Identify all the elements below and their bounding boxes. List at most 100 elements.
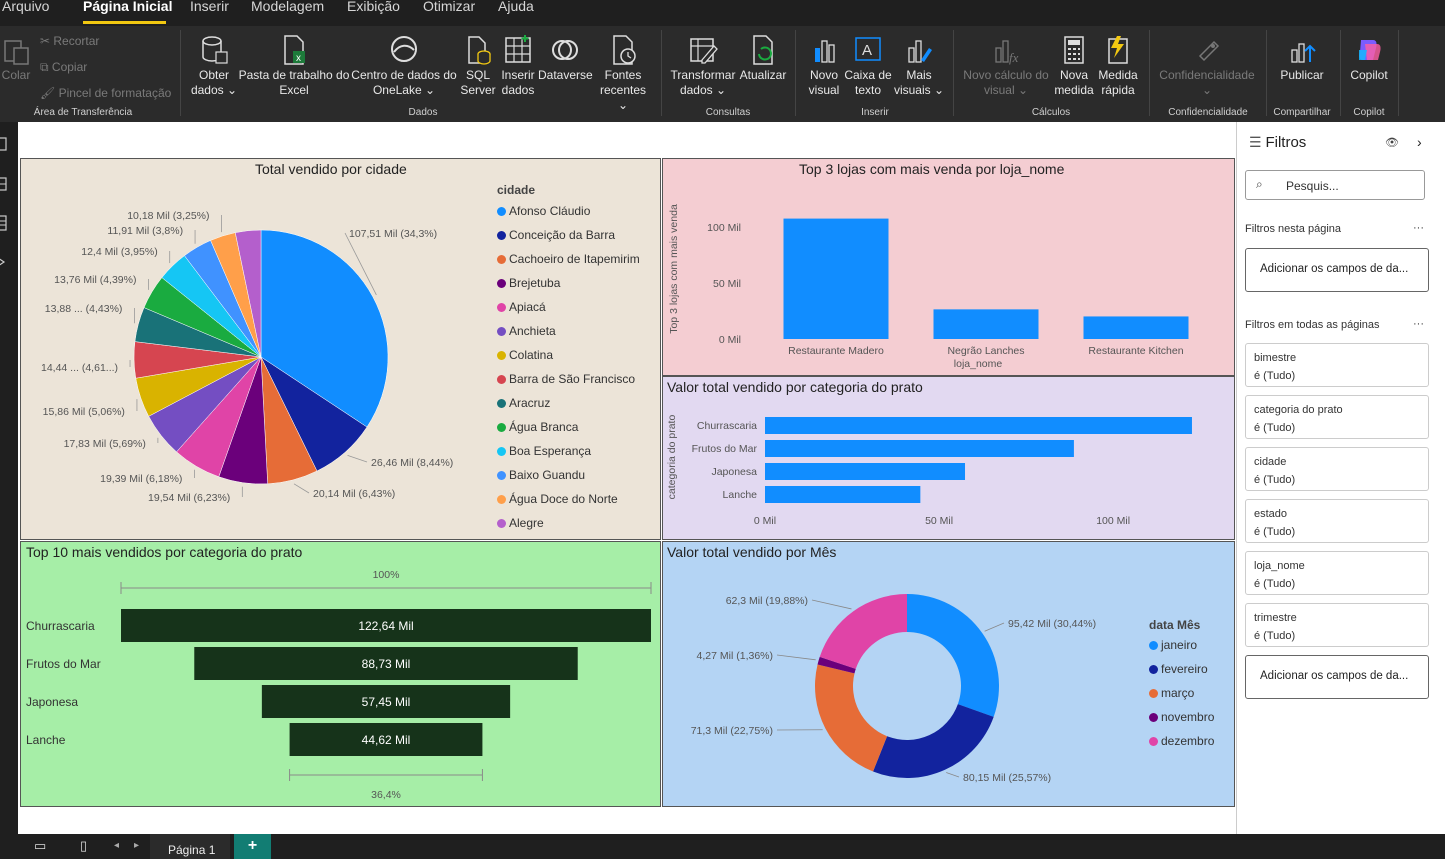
hbar[interactable]	[765, 463, 966, 480]
new-measure-button[interactable]: Nova medida	[1052, 34, 1096, 98]
new-visual-calc-button[interactable]: fx Novo cálculo do visual ⌄	[960, 34, 1052, 98]
mobile-layout-icon[interactable]: ▯	[80, 838, 88, 853]
pie-legend-item[interactable]: Barra de São Francisco	[497, 372, 635, 386]
more-visuals-button[interactable]: Mais visuais ⌄	[892, 34, 946, 98]
pie-legend-item[interactable]: Alegre	[497, 516, 544, 530]
donut-slice[interactable]	[815, 664, 888, 772]
pie-legend-item[interactable]: Colatina	[497, 348, 553, 362]
more-options-icon[interactable]: ···	[1413, 222, 1424, 234]
donut-slice[interactable]	[819, 594, 907, 669]
pie-legend-item[interactable]: Água Doce do Norte	[497, 492, 618, 506]
menu-modelagem[interactable]: Modelagem	[251, 0, 325, 14]
prev-page-icon[interactable]: ◂	[114, 840, 120, 851]
pie-legend-item[interactable]: Afonso Cláudio	[497, 204, 590, 218]
donut-slice[interactable]	[817, 656, 856, 674]
pie-slice[interactable]	[234, 229, 262, 358]
menu-arquivo[interactable]: Arquivo	[2, 0, 50, 14]
get-data-button[interactable]: Obter dados ⌄	[188, 34, 240, 98]
donut-chart-visual[interactable]: Valor total vendido por Mês 95,42 Mil (3…	[662, 541, 1235, 807]
funnel-chart-visual[interactable]: Top 10 mais vendidos por categoria do pr…	[20, 541, 661, 807]
bar[interactable]	[783, 218, 889, 339]
hbar-chart[interactable]: Churrascaria Frutos do Mar Japonesa Lanche 0…	[663, 377, 1235, 539]
hbar-chart-visual[interactable]: Valor total vendido por categoria do pra…	[662, 376, 1235, 540]
desktop-layout-icon[interactable]: ▭	[34, 838, 47, 853]
paste-button[interactable]: Colar	[0, 36, 32, 83]
funnel-bar[interactable]	[289, 723, 483, 756]
filter-card[interactable]: bimestre é (Tudo)	[1245, 343, 1429, 387]
filter-card[interactable]: categoria do prato é (Tudo)	[1245, 395, 1429, 439]
add-fields-this-page[interactable]: Adicionar os campos de da...	[1245, 248, 1429, 292]
sql-server-button[interactable]: SQL Server	[458, 34, 498, 98]
dataverse-button[interactable]: Dataverse	[538, 34, 593, 83]
filter-card[interactable]: loja_nome é (Tudo)	[1245, 551, 1429, 595]
dax-view-icon[interactable]	[0, 258, 6, 266]
copy-button[interactable]: ⧉ Copiar	[40, 60, 87, 75]
pie-legend-item[interactable]: Apiacá	[497, 300, 546, 314]
cut-button[interactable]: ✂ Recortar	[40, 34, 99, 48]
sql-label-1: SQL	[465, 68, 490, 82]
format-painter-button[interactable]: 🖌 Pincel de formatação	[40, 86, 171, 100]
hbar[interactable]	[765, 486, 921, 503]
filters-search-input[interactable]: ⌕ Pesquis...	[1245, 170, 1425, 200]
donut-legend-item[interactable]: dezembro	[1149, 734, 1214, 748]
new-visual-button[interactable]: Novo visual	[802, 34, 846, 98]
funnel-bar[interactable]	[121, 609, 651, 642]
bar[interactable]	[933, 309, 1039, 339]
menu-exibicao[interactable]: Exibição	[347, 0, 400, 14]
hbar[interactable]	[765, 417, 1192, 434]
refresh-button[interactable]: Atualizar	[738, 34, 788, 83]
funnel-bar[interactable]	[261, 685, 511, 718]
enter-data-button[interactable]: Inserir dados	[498, 34, 538, 98]
publish-button[interactable]: Publicar	[1272, 34, 1332, 83]
hbar[interactable]	[765, 440, 1074, 457]
page-tab-1[interactable]: Página 1	[150, 834, 230, 859]
pie-legend-item[interactable]: Conceição da Barra	[497, 228, 615, 242]
pie-legend-item[interactable]: Água Branca	[497, 420, 578, 434]
pie-legend-item[interactable]: Boa Esperança	[497, 444, 591, 458]
more-options-icon[interactable]: ···	[1413, 318, 1424, 330]
copilot-button[interactable]: Copilot	[1344, 34, 1394, 83]
quick-measure-button[interactable]: Medida rápida	[1096, 34, 1140, 98]
pie-chart-visual[interactable]: Total vendido por cidade 107,51 Mil (34,…	[20, 158, 661, 540]
pie-legend-item[interactable]: Brejetuba	[497, 276, 560, 290]
filter-card[interactable]: trimestre é (Tudo)	[1245, 603, 1429, 647]
model-view-icon[interactable]	[0, 215, 7, 231]
report-view-icon[interactable]	[0, 137, 7, 151]
pie-legend-item[interactable]: Cachoeiro de Itapemirim	[497, 252, 640, 266]
excel-button[interactable]: x Pasta de trabalho do Excel	[238, 34, 350, 98]
sensitivity-button[interactable]: Confidencialidade ⌄	[1156, 34, 1258, 98]
eye-icon[interactable]: 👁	[1385, 137, 1399, 149]
menu-ajuda[interactable]: Ajuda	[498, 0, 534, 14]
donut-legend-label: janeiro	[1161, 638, 1198, 652]
donut-legend-item[interactable]: janeiro	[1149, 638, 1197, 652]
pie-chart[interactable]: 107,51 Mil (34,3%) 26,46 Mil (8,44%) 20,14…	[21, 159, 661, 539]
menu-pagina-inicial[interactable]: Página Inicial	[83, 0, 173, 14]
menu-otimizar[interactable]: Otimizar	[423, 0, 476, 14]
pie-legend-item[interactable]: Aracruz	[497, 396, 550, 410]
add-fields-all-pages[interactable]: Adicionar os campos de da...	[1245, 655, 1429, 699]
donut-legend-item[interactable]: fevereiro	[1149, 662, 1208, 676]
funnel-bar[interactable]	[194, 647, 578, 680]
bar-chart[interactable]: 0 Mil 50 Mil 100 Mil Restaurante Madero Negr…	[663, 159, 1235, 375]
bar-chart-visual[interactable]: Top 3 lojas com mais venda por loja_nome…	[662, 158, 1235, 376]
funnel-chart[interactable]: 100% 122,64 Mil Churrascaria 88,73 Mil Fruto…	[21, 542, 661, 806]
bar[interactable]	[1083, 316, 1189, 339]
donut-slice[interactable]	[873, 704, 994, 778]
next-page-icon[interactable]: ▸	[134, 840, 140, 851]
menu-inserir[interactable]: Inserir	[190, 0, 229, 14]
filter-card[interactable]: cidade é (Tudo)	[1245, 447, 1429, 491]
table-view-icon[interactable]	[0, 177, 7, 191]
donut-chart[interactable]: 95,42 Mil (30,44%) 80,15 Mil (25,57%) 71,3…	[663, 542, 1235, 806]
collapse-icon[interactable]: ›	[1417, 134, 1422, 150]
transform-data-button[interactable]: Transformar dados ⌄	[668, 34, 738, 98]
onelake-button[interactable]: Centro de dados do OneLake ⌄	[350, 34, 458, 98]
pie-legend-item[interactable]: Anchieta	[497, 324, 556, 338]
pie-legend-item[interactable]: Baixo Guandu	[497, 468, 585, 482]
filter-card[interactable]: estado é (Tudo)	[1245, 499, 1429, 543]
donut-slice[interactable]	[907, 594, 999, 717]
recent-sources-button[interactable]: Fontes recentes ⌄	[594, 34, 652, 113]
text-box-button[interactable]: A Caixa de texto	[844, 34, 892, 98]
donut-legend-item[interactable]: novembro	[1149, 710, 1214, 724]
donut-legend-item[interactable]: março	[1149, 686, 1194, 700]
add-page-button[interactable]: +	[234, 834, 271, 859]
